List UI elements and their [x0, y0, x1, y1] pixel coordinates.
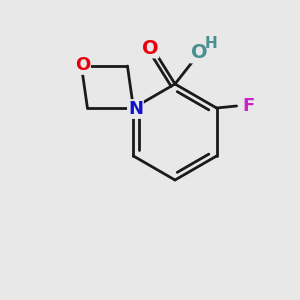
Text: O: O [75, 56, 90, 74]
Text: O: O [191, 44, 207, 62]
Text: H: H [205, 37, 218, 52]
Text: O: O [142, 38, 158, 58]
Text: F: F [242, 97, 255, 115]
Text: N: N [128, 100, 143, 118]
